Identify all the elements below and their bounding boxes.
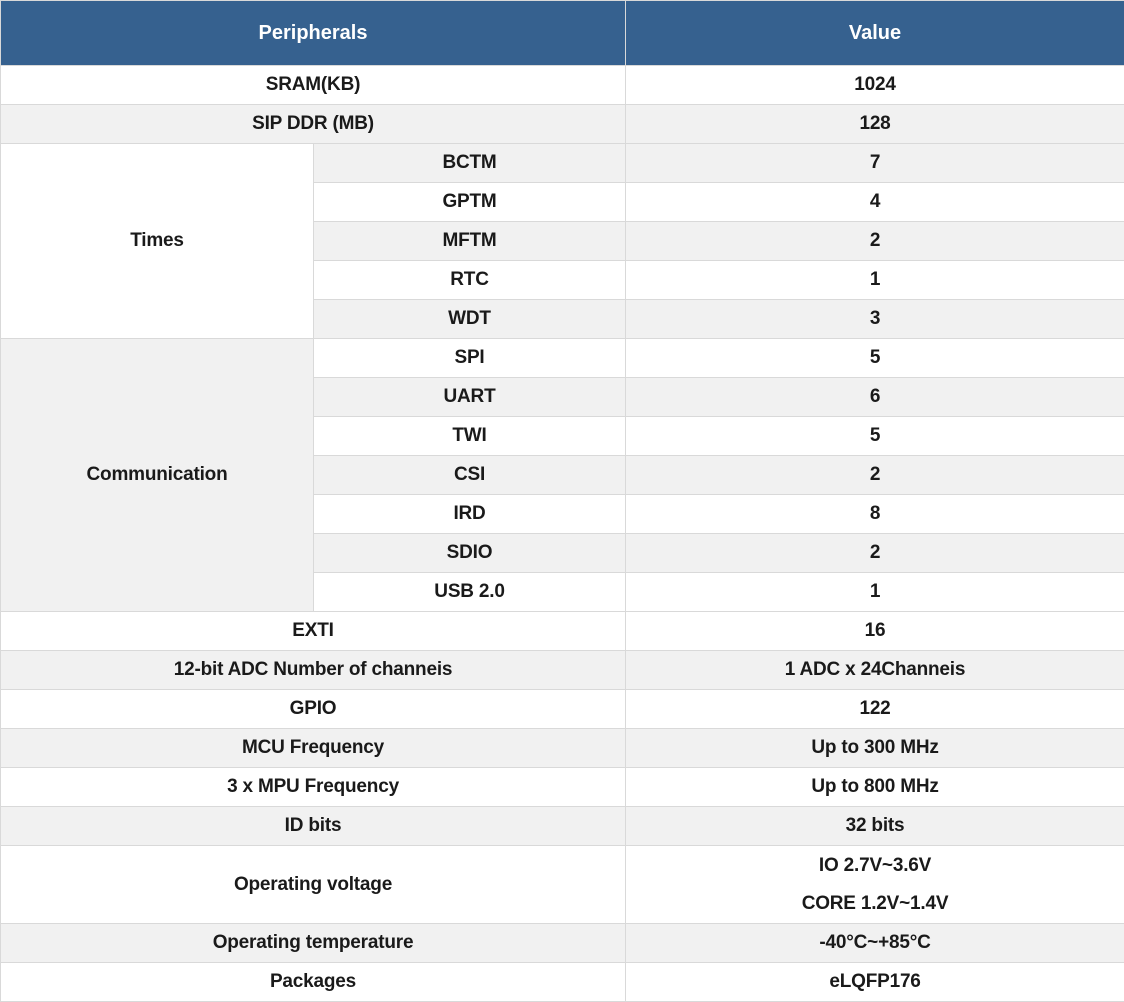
cell-usb-value: 1 [626,573,1124,612]
cell-id-bits-label: ID bits [1,807,626,846]
cell-twi-label: TWI [314,417,626,456]
cell-uart-label: UART [314,378,626,417]
cell-sip-ddr-value: 128 [626,105,1124,144]
cell-rtc-label: RTC [314,261,626,300]
cell-wdt-label: WDT [314,300,626,339]
cell-op-voltage-value: IO 2.7V~3.6V CORE 1.2V~1.4V [626,846,1124,924]
cell-exti-value: 16 [626,612,1124,651]
cell-sram-label: SRAM(KB) [1,66,626,105]
cell-bctm-value: 7 [626,144,1124,183]
header-cell-value: Value [626,1,1124,66]
cell-adc-value: 1 ADC x 24Channeis [626,651,1124,690]
cell-spi-label: SPI [314,339,626,378]
header-cell-peripherals: Peripherals [1,1,626,66]
cell-gpio-label: GPIO [1,690,626,729]
cell-op-temp-value: -40°C~+85°C [626,924,1124,963]
cell-packages-label: Packages [1,963,626,1002]
cell-sdio-label: SDIO [314,534,626,573]
cell-usb-label: USB 2.0 [314,573,626,612]
cell-csi-value: 2 [626,456,1124,495]
spec-table-header: Peripherals Value [1,1,1124,66]
cell-twi-value: 5 [626,417,1124,456]
cell-exti-label: EXTI [1,612,626,651]
cell-mftm-label: MFTM [314,222,626,261]
cell-gptm-label: GPTM [314,183,626,222]
row-sip-ddr: SIP DDR (MB)128 [1,105,1124,144]
row-op-temp: Operating temperature-40°C~+85°C [1,924,1124,963]
cell-id-bits-value: 32 bits [626,807,1124,846]
cell-mftm-value: 2 [626,222,1124,261]
cell-ird-value: 8 [626,495,1124,534]
cell-mpu-freq-label: 3 x MPU Frequency [1,768,626,807]
cell-bctm-label: BCTM [314,144,626,183]
group-cell-communication: Communication [1,339,314,612]
cell-rtc-value: 1 [626,261,1124,300]
cell-op-temp-label: Operating temperature [1,924,626,963]
group-cell-times: Times [1,144,314,339]
cell-mcu-freq-label: MCU Frequency [1,729,626,768]
cell-sram-value: 1024 [626,66,1124,105]
cell-mpu-freq-value: Up to 800 MHz [626,768,1124,807]
cell-sip-ddr-label: SIP DDR (MB) [1,105,626,144]
cell-csi-label: CSI [314,456,626,495]
cell-spi-value: 5 [626,339,1124,378]
cell-packages-value: eLQFP176 [626,963,1124,1002]
cell-ird-label: IRD [314,495,626,534]
header-row: Peripherals Value [1,1,1124,66]
cell-uart-value: 6 [626,378,1124,417]
cell-adc-label: 12-bit ADC Number of channeis [1,651,626,690]
row-sram: SRAM(KB)1024 [1,66,1124,105]
cell-sdio-value: 2 [626,534,1124,573]
cell-mcu-freq-value: Up to 300 MHz [626,729,1124,768]
cell-gptm-value: 4 [626,183,1124,222]
cell-gpio-value: 122 [626,690,1124,729]
cell-op-voltage-label: Operating voltage [1,846,626,924]
cell-wdt-value: 3 [626,300,1124,339]
